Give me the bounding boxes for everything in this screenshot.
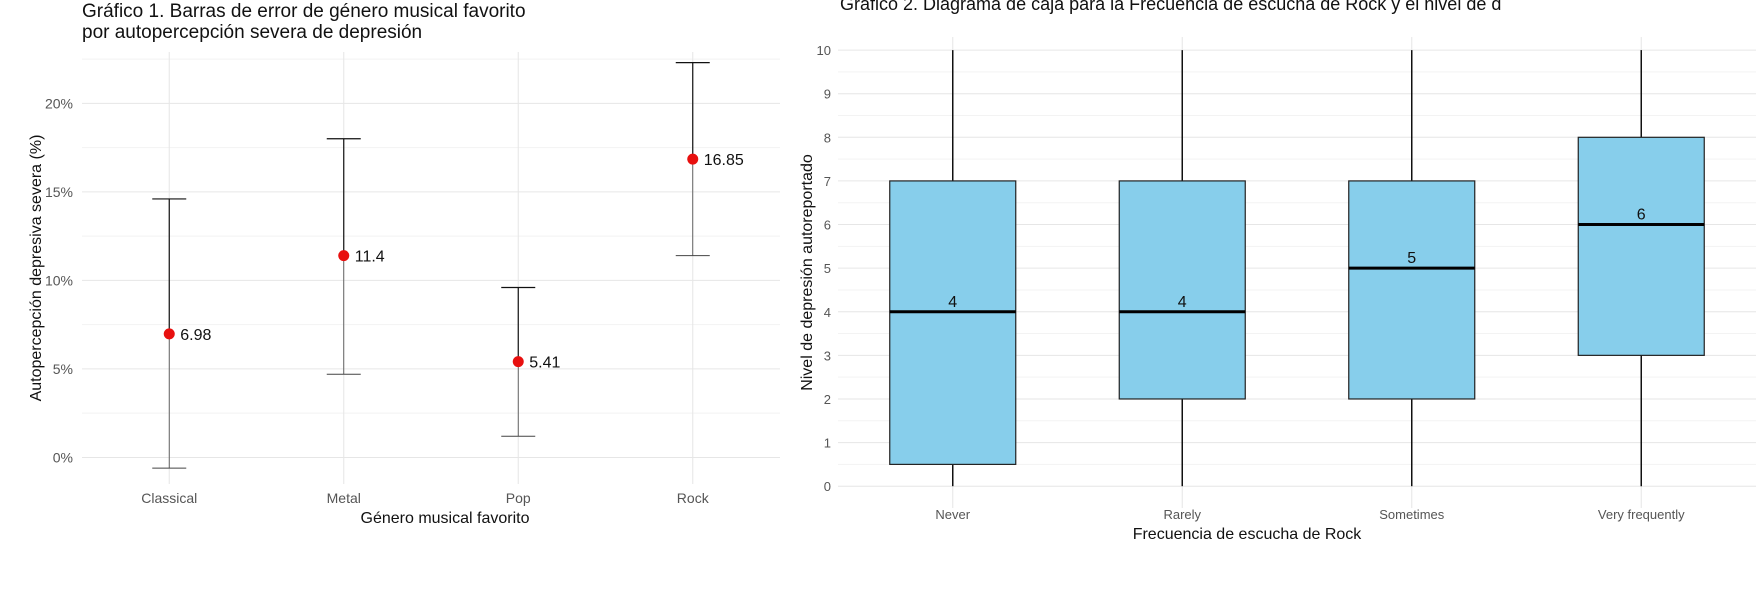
data-label: 16.85 — [704, 152, 744, 169]
x-tick-label: Sometimes — [1379, 507, 1445, 522]
data-point — [512, 356, 524, 368]
box — [889, 180, 1017, 465]
y-tick-label: 8 — [824, 130, 831, 145]
y-tick-label: 7 — [824, 174, 831, 189]
x-tick-label: Rarely — [1163, 507, 1201, 522]
data-label: 6.98 — [180, 327, 211, 344]
data-label: 11.4 — [355, 249, 385, 266]
y-tick-label: 2 — [824, 392, 831, 407]
data-point — [338, 250, 350, 262]
x-tick-label: Classical — [141, 490, 197, 506]
median-label: 5 — [1407, 250, 1416, 267]
y-tick-label: 20% — [45, 95, 73, 111]
y-tick-label: 1 — [824, 436, 831, 451]
median-label: 4 — [948, 294, 957, 311]
y-tick-label: 4 — [824, 305, 831, 320]
x-tick-label: Never — [935, 507, 970, 522]
data-point — [687, 153, 699, 165]
box — [1577, 136, 1705, 356]
error-bar-chart-panel: Gráfico 1. Barras de error de género mus… — [0, 0, 790, 608]
chart2-plot: 0 1 2 3 4 5 6 7 8 9 10 4 Never 4 Rarely 5 Sometimes 6 Very… — [799, 37, 1756, 543]
y-tick-label: 0% — [53, 449, 73, 465]
boxplot-chart-panel: Gráfico 2. Diagrama de caja para la Frec… — [790, 0, 1764, 608]
chart1-title-line1: Gráfico 1. Barras de error de género mus… — [82, 1, 526, 22]
y-tick-label: 0 — [824, 479, 831, 494]
x-tick-label: Rock — [677, 490, 710, 506]
median-label: 4 — [1178, 294, 1187, 311]
x-tick-label: Very frequently — [1598, 507, 1685, 522]
median-label: 6 — [1637, 207, 1646, 224]
x-axis-label: Género musical favorito — [361, 510, 530, 527]
x-tick-label: Pop — [506, 490, 531, 506]
data-label: 5.41 — [529, 355, 560, 372]
box — [1348, 180, 1476, 400]
y-tick-label: 6 — [824, 218, 831, 233]
chart1-plot: 0% 5% 10% 15% 20% 6.98 Classical 11.4 Metal 5.41 P… — [28, 52, 780, 527]
y-tick-label: 5 — [824, 261, 831, 276]
chart1-title-line2: por autopercepción severa de depresión — [82, 22, 423, 43]
y-axis-label: Nivel de depresión autoreportado — [799, 154, 816, 391]
data-point — [163, 328, 175, 340]
chart2-title: Gráfico 2. Diagrama de caja para la Frec… — [840, 0, 1502, 14]
box — [1118, 180, 1246, 400]
y-tick-label: 9 — [824, 87, 831, 102]
y-tick-label: 10% — [45, 272, 73, 288]
y-tick-label: 15% — [45, 184, 73, 200]
x-tick-label: Metal — [327, 490, 361, 506]
y-tick-label: 10 — [817, 43, 831, 58]
y-tick-label: 5% — [53, 361, 73, 377]
y-axis-label: Autopercepción depresiva severa (%) — [28, 135, 45, 402]
x-axis-label: Frecuencia de escucha de Rock — [1133, 526, 1363, 543]
y-tick-label: 3 — [824, 348, 831, 363]
